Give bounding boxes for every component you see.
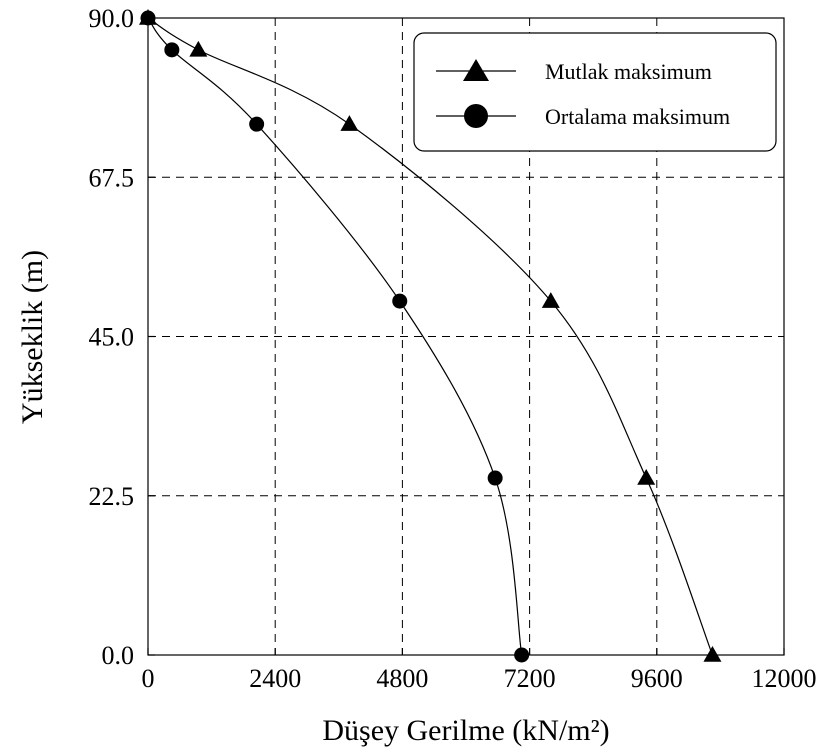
y-axis-title: Yükseklik (m) [16,250,49,424]
data-point-ortalama [164,42,180,58]
data-point-ortalama [249,116,265,132]
data-point-mutlak [637,469,656,485]
data-point-ortalama [487,470,503,486]
legend-box [413,32,777,152]
x-tick-label: 12000 [752,664,817,693]
ticks: 0 2400 4800 7200 9600 12000 0.0 22.5 45.0 67.5 90.… [89,4,817,693]
legend-label-mutlak: Mutlak maksimum [545,59,712,84]
x-tick-label: 9600 [631,664,683,693]
legend-marker-triangle [463,59,489,81]
y-tick-label: 67.5 [89,163,135,192]
legend: Mutlak maksimum Ortalama maksimum [413,32,777,152]
grid [148,18,784,655]
y-tick-label: 45.0 [89,323,135,352]
data-point-ortalama [392,293,408,309]
data-point-mutlak [189,40,208,57]
legend-label-ortalama: Ortalama maksimum [545,104,730,129]
x-tick-label: 7200 [504,664,556,693]
legend-marker-circle [464,104,488,128]
y-tick-label: 22.5 [89,482,135,511]
x-tick-label: 0 [142,664,155,693]
y-tick-label: 0.0 [102,641,135,670]
x-tick-label: 4800 [376,664,428,693]
series-line-ortalama [147,17,523,656]
data-point-mutlak [541,292,560,308]
x-axis-title: Düşey Gerilme (kN/m²) [322,714,609,747]
series-line-mutlak [147,17,714,656]
data-point-mutlak [703,646,722,662]
x-tick-label: 2400 [249,664,301,693]
data-point-mutlak [340,115,359,131]
y-tick-label: 90.0 [89,4,135,33]
